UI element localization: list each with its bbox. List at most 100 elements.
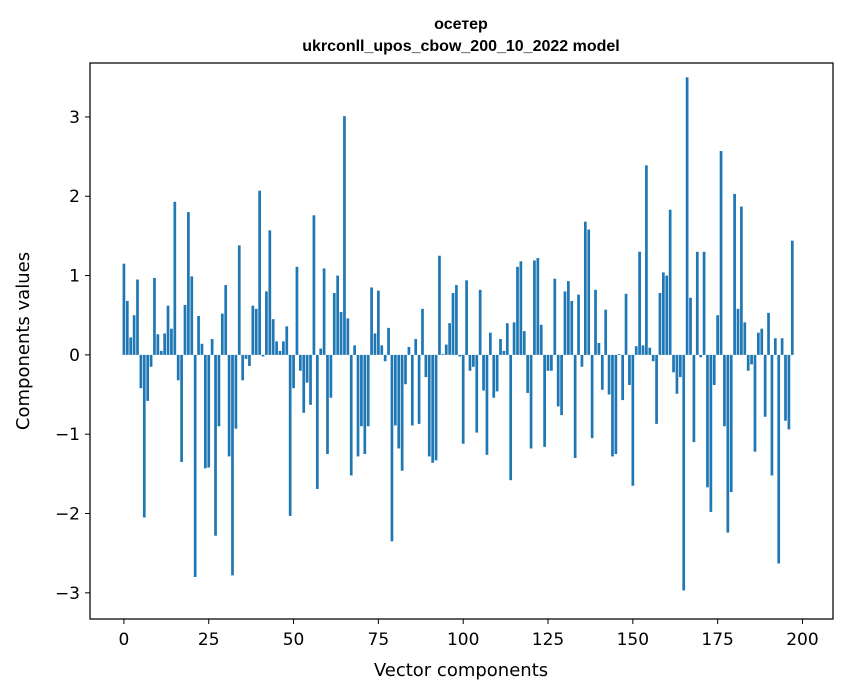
bar bbox=[750, 354, 753, 365]
bar bbox=[254, 308, 258, 355]
bar bbox=[360, 354, 363, 427]
bar bbox=[645, 165, 648, 355]
bar bbox=[383, 354, 387, 362]
bar bbox=[560, 354, 563, 416]
bar bbox=[516, 266, 519, 355]
bar bbox=[611, 354, 614, 457]
bar bbox=[363, 354, 367, 455]
bar bbox=[237, 245, 241, 355]
bar bbox=[332, 293, 336, 355]
bar bbox=[139, 354, 143, 389]
bar bbox=[142, 354, 146, 518]
bar bbox=[434, 354, 438, 461]
bar bbox=[431, 354, 435, 463]
bar bbox=[617, 354, 621, 355]
bar bbox=[163, 333, 166, 355]
bar bbox=[176, 354, 180, 381]
bar bbox=[723, 354, 726, 427]
bar bbox=[421, 308, 424, 355]
bar bbox=[770, 354, 774, 476]
bar bbox=[736, 308, 740, 355]
plot-frame bbox=[89, 62, 834, 620]
bar bbox=[777, 354, 781, 564]
bar bbox=[282, 341, 285, 355]
bar bbox=[573, 354, 577, 458]
bar bbox=[305, 354, 309, 383]
bar bbox=[760, 328, 764, 355]
y-axis-label: Components values bbox=[13, 252, 34, 430]
bar bbox=[556, 354, 560, 407]
bar bbox=[268, 230, 272, 355]
bar bbox=[522, 331, 526, 355]
bar bbox=[159, 350, 163, 355]
bar bbox=[577, 294, 580, 355]
bar bbox=[607, 354, 611, 395]
bar bbox=[146, 354, 150, 401]
chart-subtitle: ukrconll_upos_cbow_200_10_2022 model bbox=[302, 38, 619, 55]
bar bbox=[719, 151, 723, 355]
bar bbox=[658, 293, 662, 355]
bar bbox=[288, 354, 292, 516]
bar bbox=[468, 354, 472, 371]
bar bbox=[224, 285, 228, 355]
bar bbox=[455, 285, 458, 355]
bar bbox=[122, 263, 126, 355]
bar bbox=[502, 350, 506, 355]
bar bbox=[600, 354, 604, 390]
bar bbox=[472, 354, 475, 367]
bar bbox=[438, 255, 441, 355]
bar bbox=[668, 209, 672, 355]
bar bbox=[590, 354, 594, 439]
bar bbox=[156, 334, 160, 355]
bar bbox=[729, 354, 733, 493]
bar bbox=[234, 354, 238, 429]
bar bbox=[709, 354, 713, 512]
bar bbox=[377, 290, 380, 355]
bar bbox=[726, 354, 730, 533]
bar bbox=[136, 279, 139, 355]
bar bbox=[404, 354, 407, 385]
bar bbox=[543, 354, 546, 447]
bar bbox=[298, 354, 302, 371]
bar bbox=[692, 354, 696, 443]
bar bbox=[665, 275, 669, 355]
bar bbox=[329, 354, 333, 398]
bar bbox=[302, 354, 306, 413]
bar bbox=[397, 354, 401, 449]
bar bbox=[784, 354, 787, 421]
bar bbox=[553, 278, 557, 355]
bar bbox=[207, 354, 211, 468]
x-axis-ticks: 0 25 50 75 100 125 150 175 200 bbox=[119, 619, 819, 650]
bar bbox=[200, 343, 204, 355]
bar bbox=[315, 354, 319, 489]
bar bbox=[244, 354, 248, 359]
bar bbox=[407, 346, 411, 355]
bar bbox=[292, 354, 295, 389]
bar bbox=[526, 354, 530, 393]
y-tick-label: −3 bbox=[55, 584, 80, 604]
bar bbox=[662, 272, 665, 355]
bar bbox=[461, 354, 465, 444]
bar bbox=[682, 354, 686, 591]
bar bbox=[624, 293, 628, 355]
bar bbox=[539, 324, 543, 355]
bar bbox=[641, 345, 645, 355]
bar bbox=[614, 354, 618, 455]
bar bbox=[488, 332, 492, 355]
bar bbox=[695, 251, 699, 355]
bar bbox=[231, 354, 234, 576]
bar bbox=[390, 354, 394, 542]
bar bbox=[638, 251, 641, 355]
bar bbox=[546, 354, 550, 371]
bar bbox=[125, 300, 129, 355]
bar bbox=[492, 354, 496, 398]
bar bbox=[790, 240, 794, 355]
bar bbox=[550, 354, 553, 371]
bar bbox=[417, 354, 421, 424]
bar bbox=[767, 312, 770, 355]
x-tick-label: 200 bbox=[786, 630, 818, 650]
bar bbox=[265, 291, 268, 355]
bar bbox=[512, 322, 516, 355]
bar bbox=[326, 354, 329, 455]
